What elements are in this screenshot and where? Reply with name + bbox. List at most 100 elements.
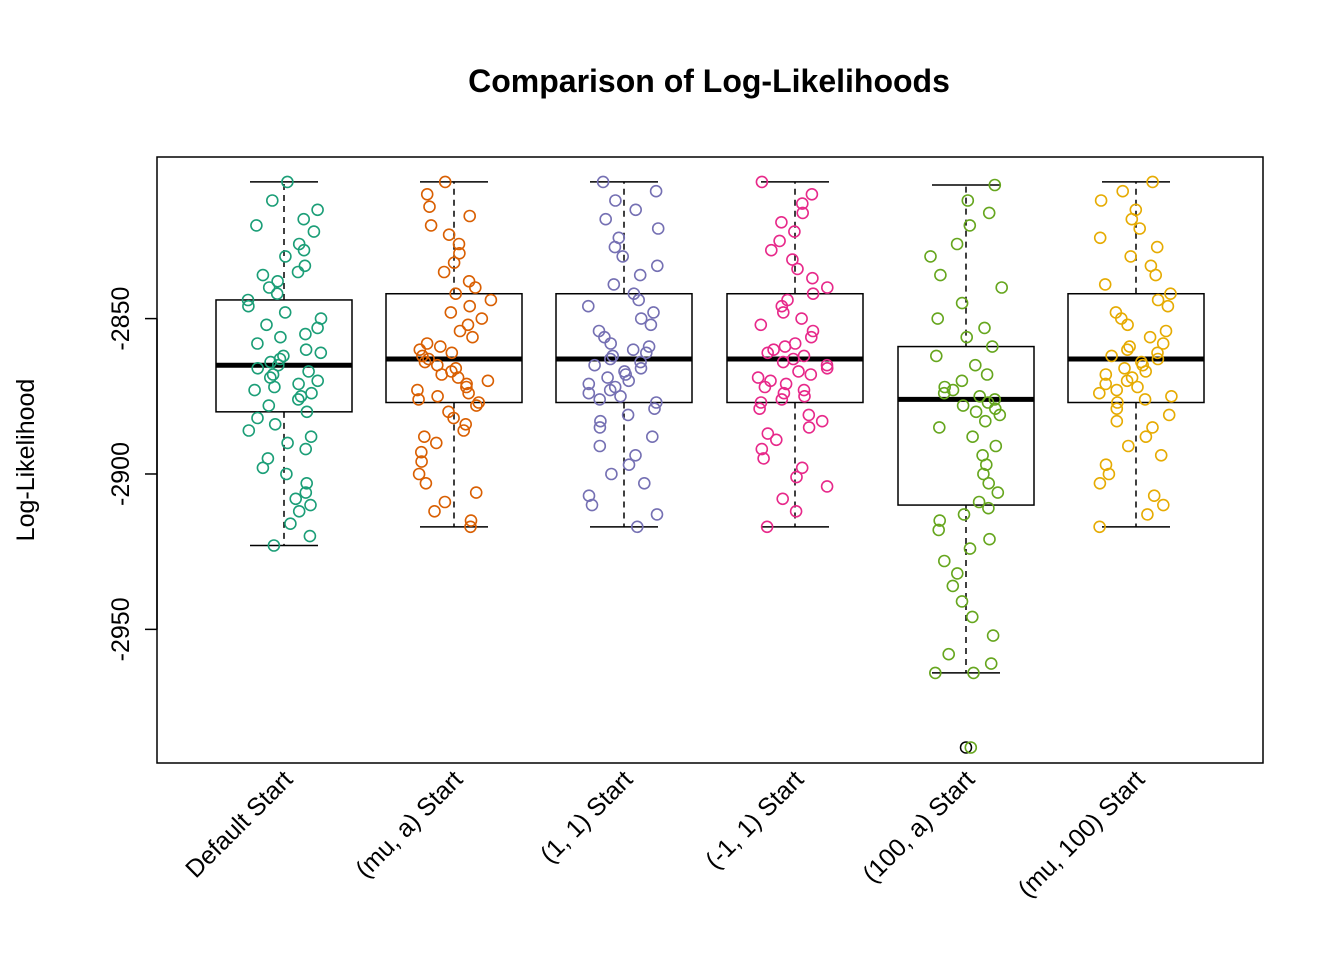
data-point: [767, 343, 780, 357]
data-point: [929, 349, 943, 363]
data-point: [268, 380, 281, 394]
data-point: [428, 504, 441, 518]
data-point: [614, 389, 627, 403]
data-point: [988, 178, 1002, 192]
data-point: [311, 374, 325, 388]
data-point: [453, 324, 467, 338]
data-point: [621, 408, 635, 422]
data-point: [250, 219, 263, 232]
data-point: [806, 287, 820, 301]
data-point: [297, 243, 311, 257]
data-point: [1133, 222, 1146, 235]
data-point: [649, 396, 663, 409]
data-point: [596, 175, 610, 189]
data-point: [820, 361, 834, 375]
data-point: [969, 405, 983, 419]
data-point: [1147, 489, 1161, 503]
x-category-label: (mu, 100) Start: [1013, 765, 1151, 903]
data-point: [753, 402, 766, 416]
data-point: [795, 197, 809, 210]
data-point: [650, 259, 664, 273]
data-point: [637, 476, 651, 490]
data-point: [588, 358, 601, 372]
data-point: [963, 219, 977, 232]
data-point: [414, 445, 428, 459]
data-point: [472, 396, 486, 409]
data-point: [961, 194, 975, 207]
data-point: [463, 209, 477, 223]
data-point: [776, 355, 790, 369]
data-point: [291, 265, 305, 279]
data-point: [786, 253, 799, 266]
data-point: [429, 436, 443, 450]
data-point: [619, 368, 633, 381]
data-point: [604, 352, 617, 366]
data-point: [1138, 393, 1152, 406]
data-point: [606, 349, 620, 363]
data-point: [466, 330, 479, 344]
y-axis: -2850 -2900 -2950: [107, 287, 158, 661]
data-point: [292, 504, 306, 518]
data-point: [452, 237, 466, 251]
data-point: [412, 467, 426, 481]
data-point: [279, 250, 292, 263]
data-point: [447, 411, 460, 425]
box-iqr: [385, 292, 523, 404]
data-point: [995, 281, 1009, 294]
data-point: [956, 399, 970, 412]
data-point: [1121, 343, 1134, 357]
data-point: [242, 424, 256, 437]
data-point: [966, 430, 979, 444]
data-point: [420, 188, 434, 201]
data-point: [463, 299, 477, 313]
data-point: [632, 293, 646, 307]
data-point: [300, 405, 314, 419]
data-point: [462, 274, 476, 288]
x-category-label: (100, a) Start: [857, 765, 980, 888]
data-point: [461, 318, 475, 332]
data-point: [416, 349, 429, 363]
data-point: [609, 194, 622, 207]
x-axis: Default Start (mu, a) Start (1, 1) Start (-…: [180, 765, 1150, 903]
data-point: [582, 386, 596, 400]
data-point: [776, 306, 790, 319]
data-point: [934, 268, 947, 282]
data-point: [648, 402, 661, 416]
data-point: [804, 330, 818, 344]
data-point: [634, 312, 648, 325]
data-point: [314, 346, 328, 360]
data-point: [1093, 476, 1107, 490]
data-point: [268, 417, 282, 431]
data-point: [789, 504, 803, 518]
data-point: [967, 666, 980, 680]
data-point: [418, 355, 432, 369]
data-point: [251, 337, 264, 350]
data-point: [1157, 498, 1170, 512]
data-point: [988, 393, 1002, 406]
data-point: [280, 467, 293, 481]
data-point: [271, 358, 285, 372]
box-iqr: [555, 292, 693, 404]
data-point: [311, 203, 324, 217]
data-point: [769, 433, 783, 447]
data-point: [413, 343, 427, 357]
data-point: [1116, 184, 1129, 198]
data-point: [462, 386, 475, 400]
data-point: [754, 318, 768, 332]
data-point: [760, 520, 774, 534]
box-iqr: [1067, 292, 1205, 404]
data-point: [601, 371, 614, 384]
data-point: [984, 657, 998, 670]
x-category-label: (1, 1) Start: [535, 765, 638, 868]
data-point: [1136, 358, 1149, 372]
data-point: [433, 340, 447, 353]
data-point: [932, 523, 946, 537]
data-point: [942, 647, 956, 661]
data-point: [932, 421, 946, 434]
data-point: [1120, 374, 1134, 388]
data-point: [983, 532, 996, 546]
data-point: [242, 299, 255, 313]
data-point: [1162, 408, 1176, 422]
data-point: [435, 368, 449, 381]
data-point: [604, 337, 618, 350]
